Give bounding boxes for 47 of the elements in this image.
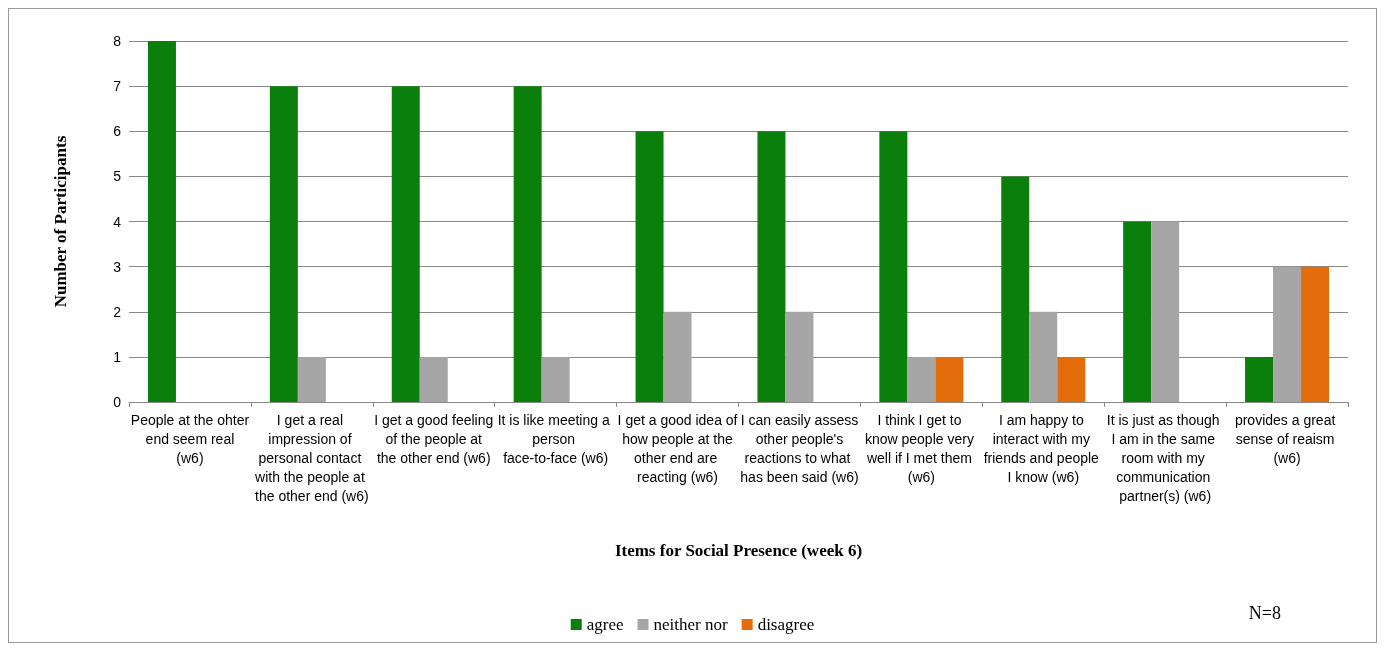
- x-tick-label: It is like meeting a person face-to-face (w6): [497, 411, 614, 466]
- x-tick-label: I think I get to know people very well if I met them (w6): [864, 411, 978, 485]
- x-tick-label: I am happy to interact with my friends and people I know (w6): [983, 411, 1103, 485]
- y-tick-label: 6: [113, 123, 122, 140]
- text: N=8: [1248, 603, 1282, 623]
- y-axis-title: Number of Participants: [51, 135, 70, 308]
- y-tick-label: 2: [113, 303, 122, 320]
- bar: [147, 41, 176, 402]
- legend-label: disagree: [757, 615, 815, 634]
- bar: [879, 131, 908, 402]
- x-tick-label: It is just as though I am in the same room with my communication partner(s) (w6): [1106, 411, 1224, 504]
- bar: [513, 86, 542, 402]
- legend-label: neither nor: [653, 615, 728, 634]
- bar: [663, 311, 692, 402]
- bar: [1029, 311, 1058, 402]
- x-tick-label: provides a great sense of reaism (w6): [1234, 411, 1340, 466]
- y-tick-label: 7: [113, 78, 122, 95]
- x-tick-label: I can easily assess other people's reactions to what has been said (w6): [740, 411, 859, 485]
- bar: [297, 356, 326, 402]
- y-tick-label: 3: [113, 258, 122, 275]
- y-tick-label: 5: [113, 168, 122, 185]
- x-tick-label: I get a real impression of personal contact with the people at the other end (w6): [254, 411, 369, 504]
- bar: [635, 131, 664, 402]
- y-tick-label: 4: [113, 213, 122, 230]
- legend-label: agree: [586, 615, 624, 634]
- x-axis-title: Items for Social Presence (week 6): [614, 541, 863, 560]
- y-tick-label: 1: [113, 348, 122, 365]
- bar: [269, 86, 298, 402]
- y-tick-label: 0: [113, 394, 122, 410]
- x-tick-label: I get a good feeling of the people at the other end (w6): [374, 411, 494, 466]
- x-tick-label: People at the ohter end seem real (w6): [130, 411, 250, 466]
- bar: [907, 356, 936, 402]
- y-tick-label: 8: [113, 33, 122, 49]
- bar: [935, 356, 964, 402]
- bar: [1001, 176, 1030, 402]
- bar: [757, 131, 786, 402]
- bar: [1123, 221, 1152, 402]
- x-tick-label: I get a good idea of how people at the other end are reacting (w6): [617, 411, 738, 485]
- bar: [1151, 221, 1180, 402]
- bar: [1301, 266, 1330, 402]
- bar: [391, 86, 420, 402]
- bar: [541, 356, 570, 402]
- bar: [785, 311, 814, 402]
- bar: [419, 356, 448, 402]
- bar: [1273, 266, 1302, 402]
- bar: [1057, 356, 1086, 402]
- bar: [1245, 356, 1274, 402]
